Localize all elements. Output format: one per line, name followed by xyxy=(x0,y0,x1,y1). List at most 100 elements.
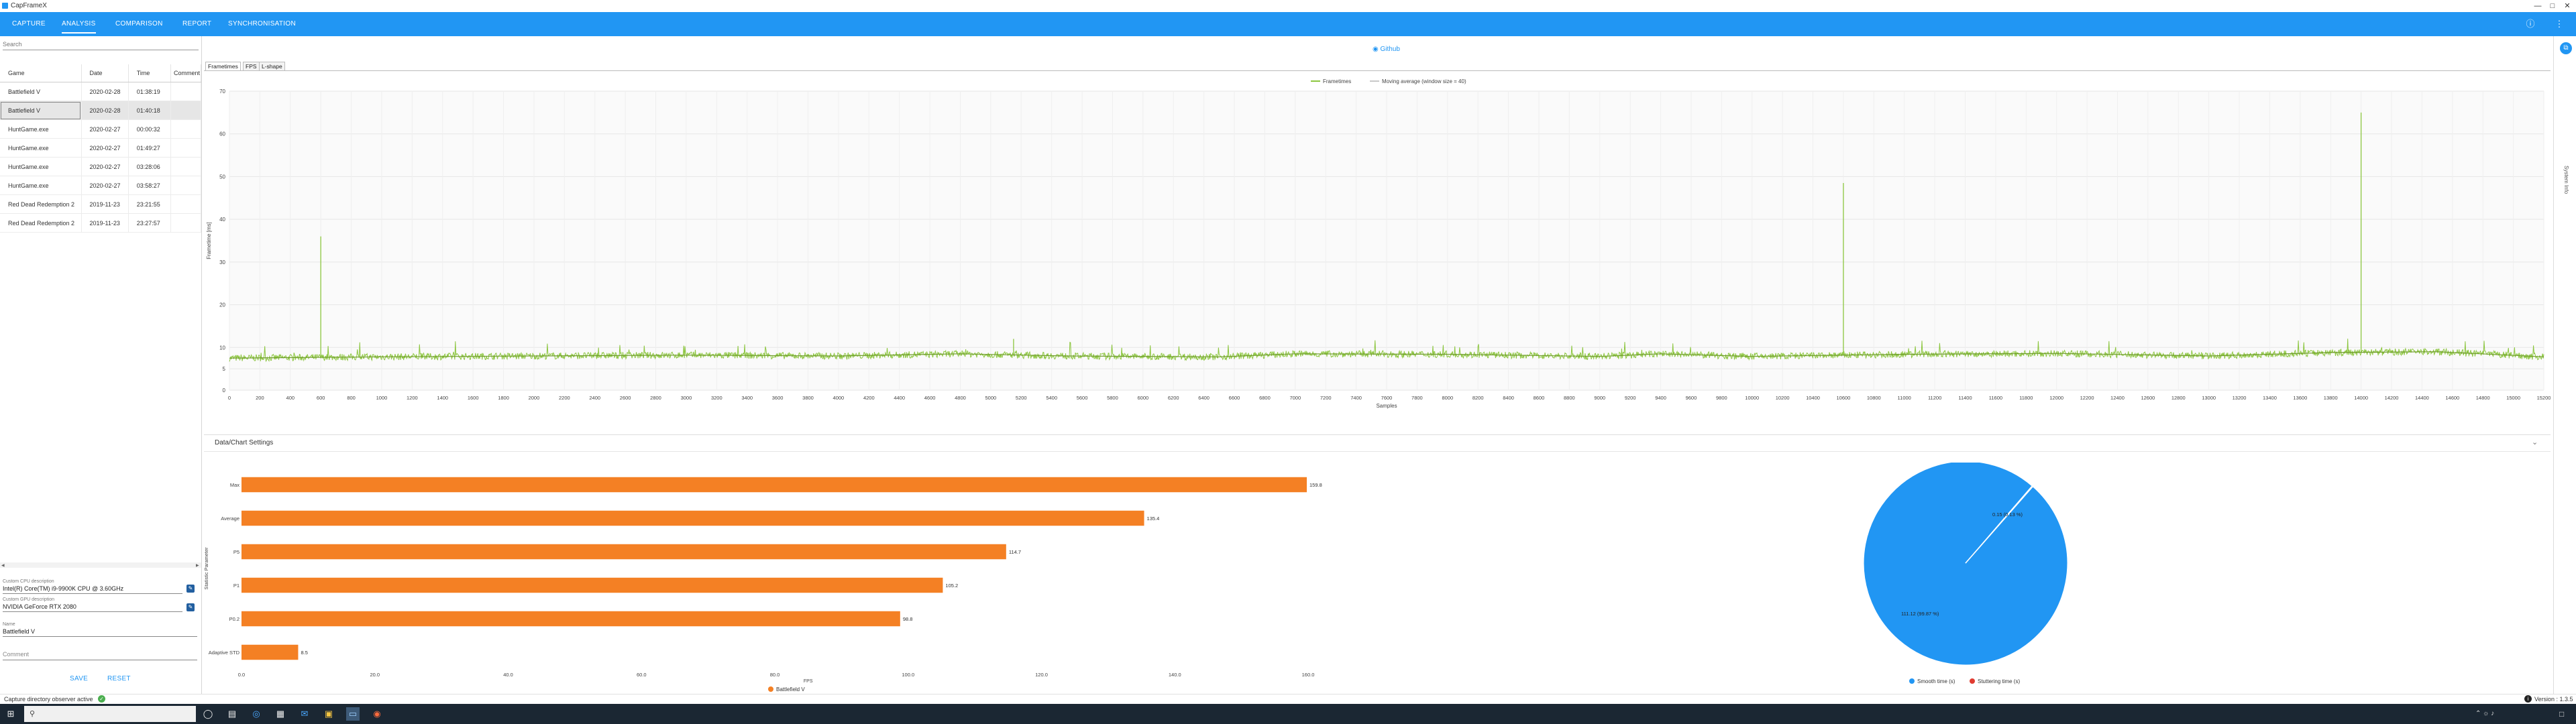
chevron-down-icon[interactable]: ⌄ xyxy=(2532,438,2538,446)
x-tick-label: 6800 xyxy=(1259,395,1271,401)
github-link[interactable]: ◉ Github xyxy=(1373,46,1400,53)
x-tick-label: 800 xyxy=(347,395,356,401)
x-tick-label: 9200 xyxy=(1625,395,1636,401)
x-tick-label: 3000 xyxy=(681,395,692,401)
table-row[interactable]: HuntGame.exe 2020-02-27 00:00:32 xyxy=(0,119,202,139)
close-icon[interactable]: ✕ xyxy=(2564,2,2571,10)
folder-icon[interactable]: ▤ xyxy=(227,709,237,719)
x-tick-label: 600 xyxy=(317,395,325,401)
x-tick-label: 7800 xyxy=(1411,395,1423,401)
horizontal-scrollbar[interactable]: ◀ ▶ xyxy=(0,562,201,568)
github-icon: ◉ xyxy=(1373,46,1379,53)
github-label: Github xyxy=(1380,46,1400,53)
column-header-date[interactable]: Date xyxy=(81,64,129,82)
mail-icon[interactable]: ✉ xyxy=(301,709,309,719)
bar-value-label: 114.7 xyxy=(1009,549,1021,555)
cell-date: 2020-02-28 xyxy=(81,82,129,101)
export-icon[interactable]: ⧉ xyxy=(2560,42,2572,54)
app-taskbar-icon[interactable]: ◉ xyxy=(373,709,381,719)
x-tick-label: 12200 xyxy=(2080,395,2094,401)
x-tick-label: 2200 xyxy=(559,395,570,401)
column-header-time[interactable]: Time xyxy=(128,64,171,82)
y-tick-label: 70 xyxy=(219,88,225,95)
x-tick-label: 10600 xyxy=(1836,395,1850,401)
column-header-comment[interactable]: Comment xyxy=(170,64,202,82)
cpu-description-field[interactable]: Intel(R) Core(TM) i9-9900K CPU @ 3.60GHz xyxy=(3,585,124,592)
tab-comparison[interactable]: COMPARISON xyxy=(115,20,163,27)
cell-game: HuntGame.exe xyxy=(0,138,82,158)
tab-synchronisation[interactable]: SYNCHRONISATION xyxy=(228,20,296,27)
comment-field[interactable]: Comment xyxy=(3,651,30,658)
cell-game: HuntGame.exe xyxy=(0,119,82,139)
x-tick-label: 4400 xyxy=(894,395,905,401)
tab-analysis[interactable]: ANALYSIS xyxy=(62,12,96,36)
cell-time: 03:58:27 xyxy=(128,176,171,195)
windows-start-icon[interactable]: ⊞ xyxy=(7,709,15,719)
search-input[interactable] xyxy=(3,39,199,50)
table-row[interactable]: HuntGame.exe 2020-02-27 03:28:06 xyxy=(0,157,202,176)
capframex-taskbar-icon[interactable]: ▭ xyxy=(346,707,360,721)
statistics-bar-chart[interactable]: 0.0 20.0 40.0 60.0 80.0 100.0 120.0 140.0 160.0 F… xyxy=(204,463,1344,692)
cell-comment xyxy=(170,176,202,195)
tab-capture[interactable]: CAPTURE xyxy=(12,20,46,27)
maximize-icon[interactable]: □ xyxy=(2550,2,2555,10)
stutter-pie-chart[interactable]: 111.12 (99.87 %) 0.15 (0.13 %) Smooth time… xyxy=(1811,463,2120,692)
cell-date: 2020-02-28 xyxy=(81,101,129,120)
bar-average xyxy=(241,510,1144,526)
cell-comment xyxy=(170,138,202,158)
column-header-game[interactable]: Game xyxy=(0,64,82,82)
cell-comment xyxy=(170,119,202,139)
edge-browser-icon[interactable]: ◎ xyxy=(252,709,260,719)
cell-comment xyxy=(170,194,202,214)
y-tick-label: 0 xyxy=(223,387,226,394)
frametime-chart[interactable]: 0 5 10 20 30 40 50 60 70 0 200 400 600 800 1000 1200 140… xyxy=(204,72,2551,428)
bar-p1 xyxy=(241,577,943,593)
cell-comment xyxy=(170,157,202,176)
scroll-right-icon[interactable]: ▶ xyxy=(196,564,199,568)
x-tick-label: 4800 xyxy=(955,395,966,401)
window-titlebar: CapFrameX — □ ✕ xyxy=(0,0,2576,13)
x-tick-label: 4000 xyxy=(833,395,845,401)
more-options-icon[interactable]: ⋮ xyxy=(2555,19,2564,29)
table-row[interactable]: HuntGame.exe 2020-02-27 01:49:27 xyxy=(0,138,202,158)
system-tray-icons[interactable]: ⌃ ☼ ♪ xyxy=(2475,710,2495,717)
chart-tab-lshape[interactable]: L-shape xyxy=(259,62,285,71)
x-tick-label: 6400 xyxy=(1198,395,1210,401)
y-tick-label: 10 xyxy=(219,345,225,351)
scroll-left-icon[interactable]: ◀ xyxy=(1,564,5,568)
tab-report[interactable]: REPORT xyxy=(182,20,212,27)
table-row[interactable]: Red Dead Redemption 2 2019-11-23 23:21:55 xyxy=(0,194,202,214)
name-field[interactable]: Battlefield V xyxy=(3,628,36,635)
explorer-icon[interactable]: ▣ xyxy=(324,709,333,719)
store-icon[interactable]: ▦ xyxy=(276,709,285,719)
chart-tab-fps[interactable]: FPS xyxy=(243,62,260,71)
gpu-description-label: Custom GPU description xyxy=(3,597,55,602)
gpu-edit-icon[interactable]: ✎ xyxy=(186,603,195,611)
x-tick-label: 2600 xyxy=(620,395,631,401)
table-row[interactable]: Battlefield V 2020-02-28 01:40:18 xyxy=(0,101,202,120)
cell-comment xyxy=(170,82,202,101)
bar-p0-2 xyxy=(241,611,900,627)
cell-time: 03:28:06 xyxy=(128,157,171,176)
x-axis-label: Samples xyxy=(1376,403,1397,409)
help-icon[interactable]: ⓘ xyxy=(2526,19,2535,29)
taskbar-search-box[interactable]: ⚲ xyxy=(24,706,196,722)
minimize-icon[interactable]: — xyxy=(2534,2,2542,10)
gpu-description-field[interactable]: NVIDIA GeForce RTX 2080 xyxy=(3,603,76,610)
data-chart-settings-expander[interactable]: Data/Chart Settings ⌄ xyxy=(204,434,2551,452)
top-navigation: CAPTURE ANALYSIS COMPARISON REPORT SYNCH… xyxy=(0,12,2576,36)
system-info-toggle[interactable]: System Info xyxy=(2563,166,2569,194)
table-row[interactable]: Red Dead Redemption 2 2019-11-23 23:27:57 xyxy=(0,213,202,233)
chart-tab-frametimes[interactable]: Frametimes xyxy=(205,62,241,71)
x-tick-label: 14400 xyxy=(2415,395,2429,401)
x-tick-label: 13000 xyxy=(2202,395,2216,401)
table-row[interactable]: HuntGame.exe 2020-02-27 03:58:27 xyxy=(0,176,202,195)
cell-time: 23:21:55 xyxy=(128,194,171,214)
save-button[interactable]: SAVE xyxy=(70,675,89,682)
reset-button[interactable]: RESET xyxy=(107,675,131,682)
table-row[interactable]: Battlefield V 2020-02-28 01:38:19 xyxy=(0,82,202,101)
x-tick-label: 1000 xyxy=(376,395,388,401)
notifications-icon[interactable]: □ xyxy=(2559,709,2565,719)
cpu-edit-icon[interactable]: ✎ xyxy=(186,585,195,593)
task-view-icon[interactable]: ◯ xyxy=(203,709,213,719)
